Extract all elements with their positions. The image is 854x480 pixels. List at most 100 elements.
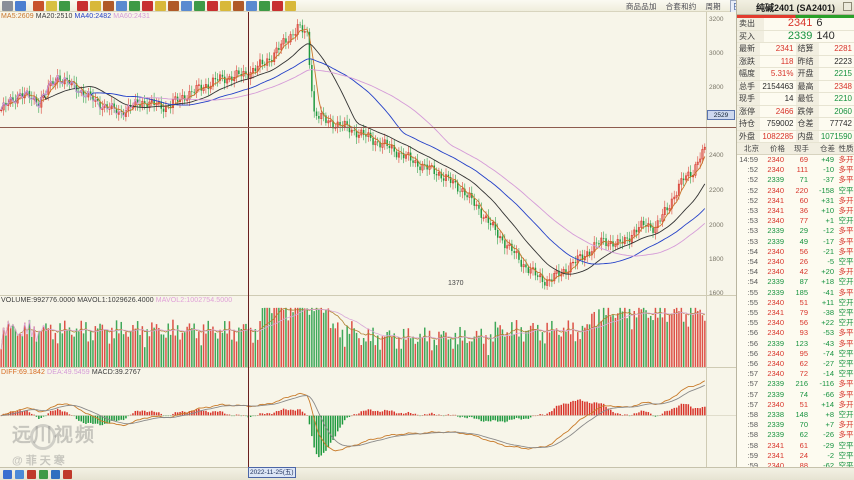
tick-row[interactable]: :52 2341 60 +31 多开 — [737, 196, 854, 206]
quote-label-left: 涨跌 — [737, 55, 761, 68]
toolbar-icon[interactable] — [155, 0, 166, 11]
toolbar-icon[interactable] — [59, 0, 70, 11]
tick-row[interactable]: :53 2340 77 +1 空开 — [737, 216, 854, 226]
tick-row[interactable]: :53 2339 29 -12 多平 — [737, 226, 854, 236]
toolbar-icon[interactable] — [77, 0, 88, 11]
menu-item-contract[interactable]: 合套和约 — [665, 1, 697, 11]
toolbar-icon[interactable] — [168, 0, 179, 11]
tick-kind: 多平 — [838, 226, 854, 236]
tick-time: :52 — [747, 175, 758, 185]
filter-icon[interactable] — [27, 469, 36, 479]
toolbar-icon[interactable] — [207, 0, 218, 11]
tick-row[interactable]: :56 2340 95 -74 空平 — [737, 349, 854, 359]
toolbar-icon[interactable] — [246, 0, 257, 11]
menu-item-period[interactable]: 周期 — [705, 1, 721, 11]
tick-row[interactable]: :57 2339 74 -66 多平 — [737, 390, 854, 400]
price-candles-svg — [0, 19, 706, 290]
tick-row[interactable]: :55 2340 51 +11 空开 — [737, 298, 854, 308]
toolbar-icon[interactable] — [259, 0, 270, 11]
grid-icon[interactable] — [51, 469, 60, 479]
tick-row[interactable]: :58 2339 70 +7 多开 — [737, 420, 854, 430]
toolbar-icon[interactable] — [90, 0, 101, 11]
tick-oi: -17 — [823, 236, 834, 246]
tick-kind: 多平 — [838, 165, 854, 175]
quote-value-left: 2154463 — [760, 80, 796, 93]
trash-icon[interactable] — [63, 469, 72, 479]
toolbar-icon[interactable] — [129, 0, 140, 11]
tick-price: 2340 — [767, 318, 784, 328]
toolbar-icon[interactable] — [33, 0, 44, 11]
price-pane[interactable]: MA5:2609 MA20:2510 MA40:2482 MA60:2431 1… — [0, 12, 736, 295]
tick-row[interactable]: :54 2340 56 -21 多平 — [737, 247, 854, 257]
tick-table[interactable]: 北京 价格 现手 仓差 性质 14:59 2340 69 +49 多开:52 2340 11… — [737, 143, 854, 480]
quote-value-left: 2466 — [760, 105, 796, 118]
toolbar-icon[interactable] — [272, 0, 283, 11]
tick-row[interactable]: :56 2340 93 -53 多平 — [737, 328, 854, 338]
tick-row[interactable]: :57 2339 216 -116 多平 — [737, 379, 854, 389]
tick-time: :58 — [747, 410, 758, 420]
tick-row[interactable]: :58 2338 148 +8 空开 — [737, 410, 854, 420]
tick-volume: 93 — [799, 328, 808, 338]
tick-row[interactable]: :57 2340 72 -14 空平 — [737, 369, 854, 379]
top-toolbar[interactable] — [0, 0, 854, 12]
tick-row[interactable]: :52 2340 111 -10 多平 — [737, 165, 854, 175]
tick-time: :56 — [747, 328, 758, 338]
tick-row[interactable]: :58 2339 62 -26 多平 — [737, 430, 854, 440]
tick-row[interactable]: :56 2340 62 -27 空平 — [737, 359, 854, 369]
toolbar-icon[interactable] — [46, 0, 57, 11]
tick-row[interactable]: :55 2339 185 -41 多平 — [737, 288, 854, 298]
tick-volume: 71 — [799, 175, 808, 185]
toolbar-icon[interactable] — [220, 0, 231, 11]
quote-panel[interactable]: 纯碱2401 (SA2401) 卖出 2341 6 买入 2339 140 最新… — [736, 0, 854, 480]
tick-oi: -12 — [823, 226, 834, 236]
tick-row[interactable]: :53 2339 49 -17 多平 — [737, 237, 854, 247]
tick-row[interactable]: :59 2340 88 -62 空平 — [737, 461, 854, 471]
tick-row[interactable]: :59 2341 24 -2 空平 — [737, 451, 854, 461]
tick-volume: 216 — [795, 379, 808, 389]
tick-kind: 多开 — [838, 399, 854, 409]
tick-time: :57 — [747, 399, 758, 409]
monitor-icon[interactable] — [15, 469, 24, 479]
bid-ask-stripe — [737, 15, 854, 18]
chart-column[interactable]: MA5:2609 MA20:2510 MA40:2482 MA60:2431 1… — [0, 12, 736, 480]
tick-row[interactable]: :52 2339 71 -37 多平 — [737, 175, 854, 185]
tick-row[interactable]: :55 2341 79 -38 空平 — [737, 308, 854, 318]
toolbar-icon[interactable] — [181, 0, 192, 11]
tick-time: :53 — [747, 236, 758, 246]
tick-price: 2339 — [767, 287, 784, 297]
toolbar-icon[interactable] — [2, 0, 13, 11]
toolbar-icon[interactable] — [285, 0, 296, 11]
tick-row[interactable]: :54 2340 42 +20 多开 — [737, 267, 854, 277]
tick-volume: 56 — [799, 318, 808, 328]
quote-label-right: 仓差 — [795, 117, 819, 131]
minimize-icon[interactable] — [843, 2, 852, 11]
toolbar-icon[interactable] — [15, 0, 26, 11]
toolbar-icon[interactable] — [103, 0, 114, 11]
tick-kind: 空平 — [838, 440, 854, 450]
tick-row[interactable]: 14:59 2340 69 +49 多开 — [737, 155, 854, 166]
tick-row[interactable]: :54 2339 87 +18 空开 — [737, 277, 854, 287]
toolbar-icon[interactable] — [233, 0, 244, 11]
tick-row[interactable]: :53 2341 36 +10 多开 — [737, 206, 854, 216]
anchor-icon[interactable] — [3, 469, 12, 479]
toolbar-icon[interactable] — [194, 0, 205, 11]
tick-row[interactable]: :54 2340 26 -5 空平 — [737, 257, 854, 267]
tick-time: :54 — [747, 246, 758, 256]
toolbar-icon[interactable] — [142, 0, 153, 11]
volume-pane[interactable]: VOLUME:992776.0000 MAVOL1:1029626.4000 M… — [0, 295, 736, 367]
toolbar-icon[interactable] — [116, 0, 127, 11]
menu-item-commodity[interactable]: 商品品加 — [625, 1, 657, 11]
status-bar[interactable] — [0, 467, 854, 480]
tick-row[interactable]: :58 2341 61 -29 空平 — [737, 441, 854, 451]
eye-icon[interactable] — [39, 469, 48, 479]
tick-row[interactable]: :57 2340 51 +14 多开 — [737, 400, 854, 410]
tick-row[interactable]: :56 2339 123 -43 多平 — [737, 339, 854, 349]
quote-value-right: 2281 — [818, 43, 854, 56]
quote-row: 持仓 759002 仓差 77742 — [737, 117, 854, 131]
tick-row[interactable]: :55 2340 56 +22 空开 — [737, 318, 854, 328]
tick-price: 2340 — [767, 267, 784, 277]
tick-time: :59 — [747, 461, 758, 471]
tick-row[interactable]: :52 2340 220 -158 空平 — [737, 186, 854, 196]
macd-pane[interactable]: DIFF:69.1842 DEA:49.5459 MACD:39.2767 — [0, 367, 736, 467]
tick-price: 2339 — [767, 338, 784, 348]
